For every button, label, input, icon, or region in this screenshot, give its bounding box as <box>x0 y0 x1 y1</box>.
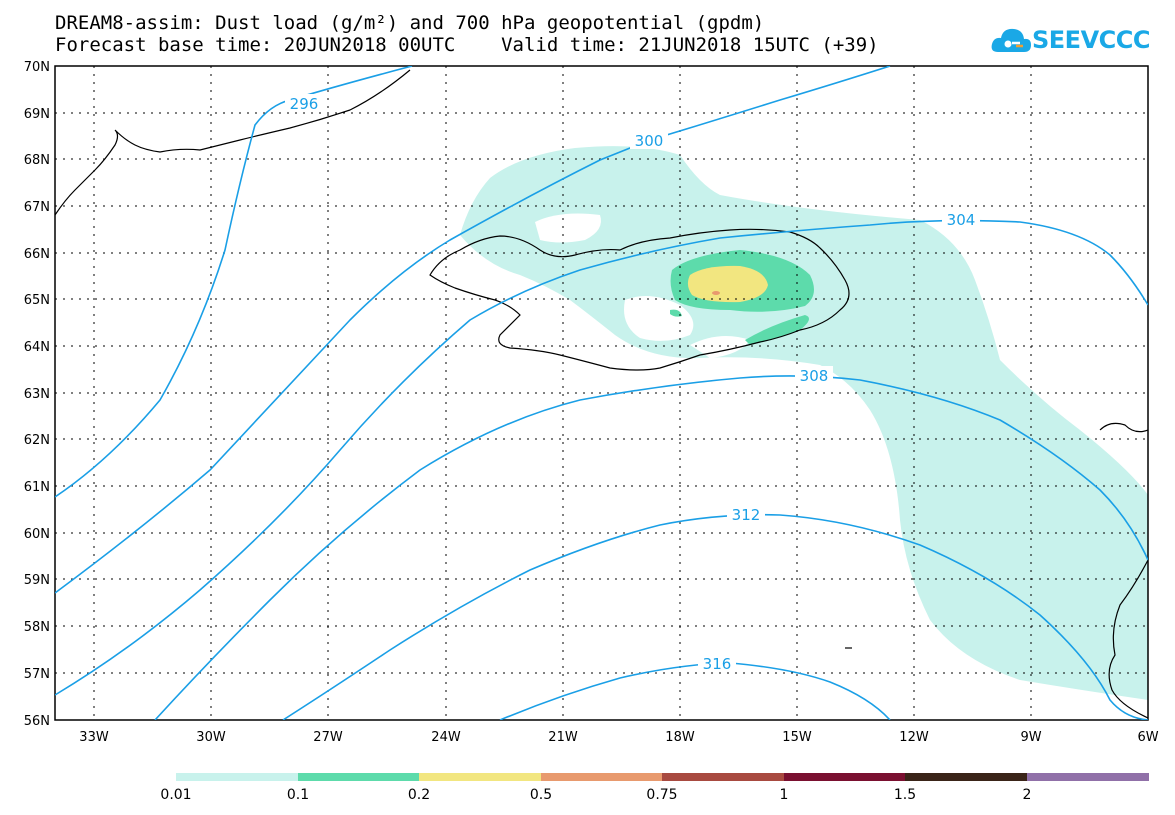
lon-label: 30W <box>196 730 226 745</box>
colorbar-segment <box>298 773 419 781</box>
colorbar <box>176 773 1149 781</box>
lat-label: 64N <box>24 340 50 355</box>
lat-lon-grid <box>55 66 1148 720</box>
contour-296 <box>55 66 413 498</box>
iceland-coast <box>429 228 850 371</box>
lon-label: 6W <box>1137 730 1158 745</box>
contour-300 <box>55 66 891 594</box>
colorbar-label: 0.1 <box>286 787 310 803</box>
lon-label: 21W <box>548 730 578 745</box>
colorbar-label: 1.5 <box>893 787 917 803</box>
colorbar-label: 1 <box>779 787 789 803</box>
lon-label: 24W <box>431 730 461 745</box>
coastlines <box>55 69 1148 719</box>
contour-312 <box>282 513 1148 720</box>
greenland-coast <box>55 69 411 216</box>
contour-304 <box>55 219 1148 696</box>
lon-label: 18W <box>665 730 695 745</box>
lon-label: 9W <box>1020 730 1041 745</box>
lat-label: 69N <box>24 107 50 122</box>
colorbar-label: 0.01 <box>160 787 192 803</box>
lat-label: 70N <box>24 60 50 75</box>
colorbar-label: 2 <box>1022 787 1032 803</box>
lat-label: 57N <box>24 667 50 682</box>
geopotential-contours <box>55 66 1148 720</box>
contour-label-300: 300 <box>635 132 664 150</box>
colorbar-segment <box>662 773 784 781</box>
latitude-labels: 70N 69N 68N 67N 66N 65N 64N 63N 62N 61N … <box>24 60 50 729</box>
colorbar-label: 0.2 <box>407 787 431 803</box>
dust-area-level3 <box>687 265 768 303</box>
contour-308 <box>154 375 1148 720</box>
lat-label: 68N <box>24 153 50 168</box>
logo-text: SEEVCCC <box>1032 26 1151 54</box>
forecast-times: Forecast base time: 20JUN2018 00UTC Vali… <box>55 34 879 56</box>
colorbar-segment <box>541 773 662 781</box>
lat-label: 58N <box>24 620 50 635</box>
lat-label: 65N <box>24 293 50 308</box>
lon-label: 33W <box>79 730 109 745</box>
lon-label: 15W <box>782 730 812 745</box>
contour-label-296: 296 <box>290 95 319 113</box>
contour-label-312: 312 <box>732 506 761 524</box>
colorbar-segment <box>176 773 298 781</box>
lat-label: 59N <box>24 573 50 588</box>
lat-label: 60N <box>24 527 50 542</box>
colorbar-segment <box>1027 773 1149 781</box>
contour-label-308: 308 <box>800 367 829 385</box>
lat-label: 63N <box>24 387 50 402</box>
contour-label-304: 304 <box>947 211 976 229</box>
lon-label: 12W <box>899 730 929 745</box>
map-title: DREAM8-assim: Dust load (g/m²) and 700 h… <box>55 12 765 34</box>
cloud-logo-icon <box>991 28 1031 52</box>
lat-label: 62N <box>24 433 50 448</box>
lon-label: 27W <box>313 730 343 745</box>
contour-labels: 296 300 304 308 312 316 <box>285 94 980 673</box>
lat-label: 61N <box>24 480 50 495</box>
lat-label: 66N <box>24 247 50 262</box>
contour-316 <box>499 662 891 720</box>
colorbar-label: 0.5 <box>529 787 553 803</box>
colorbar-segment <box>905 773 1027 781</box>
colorbar-segment <box>419 773 541 781</box>
contour-label-316: 316 <box>703 655 732 673</box>
norway-scotland-coast <box>1099 422 1148 719</box>
lat-label: 67N <box>24 200 50 215</box>
longitude-labels: 33W 30W 27W 24W 21W 18W 15W 12W 9W 6W <box>79 730 1158 745</box>
lat-label: 56N <box>24 714 50 729</box>
dust-shading <box>460 146 1148 700</box>
dust-area-level1 <box>460 146 1148 700</box>
colorbar-label: 0.75 <box>646 787 678 803</box>
colorbar-segment <box>784 773 905 781</box>
